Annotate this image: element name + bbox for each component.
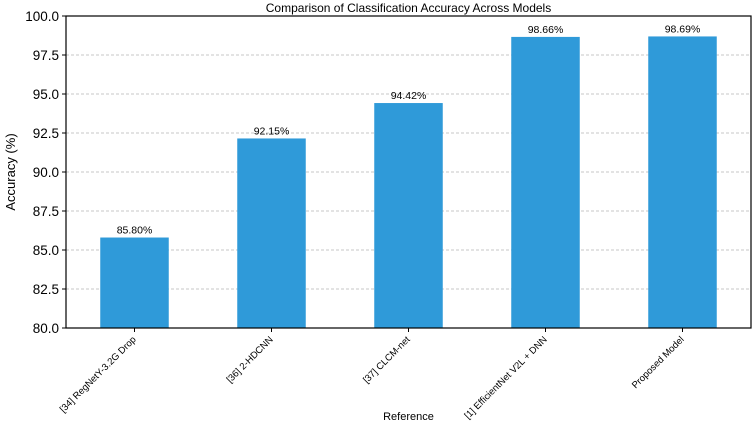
y-tick-label: 80.0	[33, 321, 59, 336]
x-tick-label: [34] RegNetY-3.2G Drop	[58, 334, 139, 415]
y-tick-label: 90.0	[33, 165, 59, 180]
bar-value-label: 98.66%	[528, 24, 564, 36]
y-tick-label: 92.5	[33, 126, 59, 141]
y-tick-label: 100.0	[25, 9, 59, 24]
y-tick-label: 95.0	[33, 87, 59, 102]
x-axis-ticks: [34] RegNetY-3.2G Drop [36] 2-HDCNN [37] C…	[58, 328, 687, 421]
bar	[511, 36, 580, 329]
y-axis-ticks: 80.0 82.5 85.0 87.5 90.0 92.5 95.0 97.5 100.0	[25, 9, 66, 336]
bars	[100, 36, 717, 329]
x-axis-label: Reference	[383, 411, 434, 423]
x-tick-label: Proposed Model	[630, 334, 687, 391]
y-tick-label: 87.5	[33, 204, 59, 219]
y-axis-label: Accuracy (%)	[3, 133, 18, 210]
bar-value-label: 92.15%	[254, 125, 290, 137]
bar-value-labels: 85.80% 92.15% 94.42% 98.66% 98.69%	[117, 23, 701, 236]
y-tick-label: 97.5	[33, 48, 59, 63]
bar-value-label: 98.69%	[665, 23, 701, 35]
y-tick-label: 82.5	[33, 282, 59, 297]
x-tick-label: [1] EfficientNet V2L + DNN	[462, 334, 549, 421]
x-tick-label: [36] 2-HDCNN	[225, 334, 276, 385]
chart-title: Comparison of Classification Accuracy Ac…	[266, 1, 551, 15]
bar	[648, 36, 717, 328]
y-tick-label: 85.0	[33, 243, 59, 258]
x-tick-label: [37] CLCM-net	[361, 334, 413, 386]
bar	[237, 138, 306, 328]
bar-value-label: 85.80%	[117, 225, 153, 237]
bar-value-label: 94.42%	[391, 90, 427, 102]
bar	[100, 237, 169, 328]
bar	[374, 103, 443, 328]
